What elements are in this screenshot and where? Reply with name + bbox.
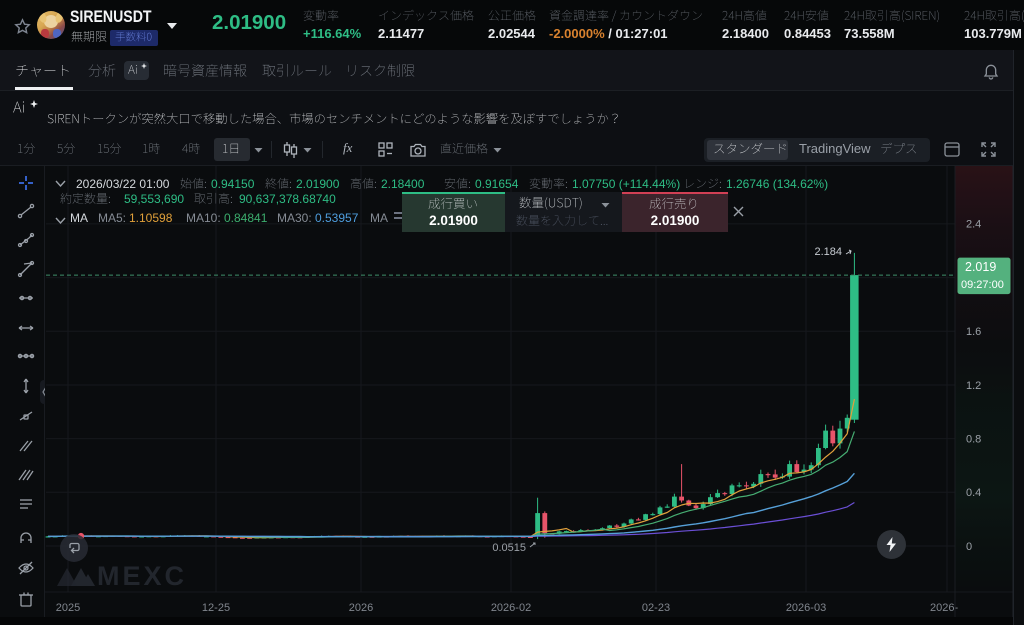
svg-text:0: 0 [966,541,972,553]
svg-text:2026-02: 2026-02 [491,602,531,614]
svg-text:2026-03: 2026-03 [786,602,826,614]
svg-text:2.019: 2.019 [965,260,996,274]
svg-text:2.184: 2.184 [814,246,842,258]
svg-text:0.0515: 0.0515 [492,542,526,554]
svg-text:0.4: 0.4 [966,487,981,499]
svg-text:2026: 2026 [349,602,373,614]
svg-text:2.4: 2.4 [966,219,981,231]
svg-text:0.8: 0.8 [966,433,981,445]
svg-text:2026-: 2026- [930,602,958,614]
svg-text:1.6: 1.6 [966,326,981,338]
svg-text:2025: 2025 [56,602,80,614]
svg-text:12-25: 12-25 [202,602,230,614]
svg-text:09:27:00: 09:27:00 [961,279,1004,291]
svg-text:02-23: 02-23 [642,602,670,614]
svg-text:1.2: 1.2 [966,380,981,392]
svg-text:MEXC: MEXC [97,561,187,591]
